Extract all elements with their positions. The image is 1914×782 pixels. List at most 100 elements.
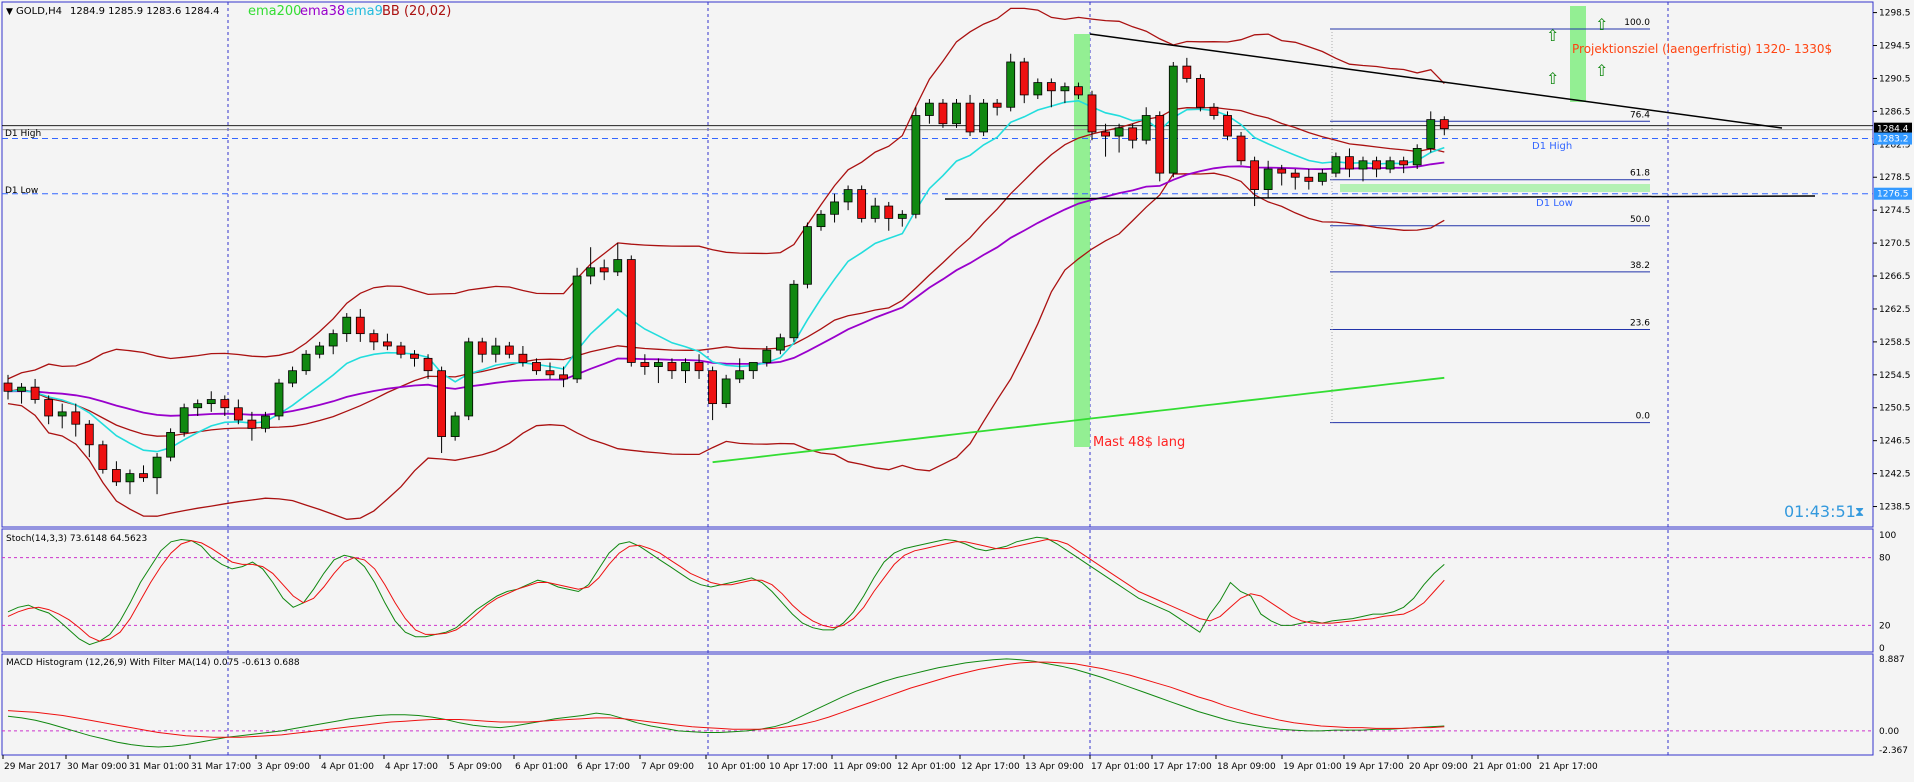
price-tick-label: 1298.5 xyxy=(1879,9,1911,19)
candle xyxy=(84,420,94,458)
candle xyxy=(220,395,230,416)
candle-body xyxy=(952,102,961,125)
candle xyxy=(464,337,474,421)
chart-ohlc: 1284.9 1285.9 1283.6 1284.4 xyxy=(70,6,220,17)
price-tick-label: 1246.5 xyxy=(1879,437,1911,447)
candle-body xyxy=(84,423,94,446)
d1-high-tag-text: 1283.2 xyxy=(1877,135,1909,145)
candle xyxy=(1263,160,1273,198)
candle xyxy=(843,185,853,211)
candle xyxy=(789,280,799,342)
macd-panel[interactable] xyxy=(1,653,1874,756)
candle xyxy=(775,333,785,355)
candle-body xyxy=(125,473,135,483)
bb-lower-line xyxy=(7,172,1445,520)
stochastic-panel[interactable] xyxy=(1,528,1874,653)
candle-body xyxy=(979,102,988,133)
stochastic-lines xyxy=(2,536,1873,646)
stoch-d-line xyxy=(7,538,1445,642)
macd-title: MACD Histogram (12,26,9) With Filter MA(… xyxy=(6,658,300,668)
candle-body xyxy=(1114,127,1124,137)
macd-signal-line xyxy=(7,661,1445,738)
candle-body xyxy=(938,102,948,125)
candle xyxy=(71,403,81,437)
price-tick-label: 1238.5 xyxy=(1879,503,1911,513)
candles xyxy=(3,53,1449,495)
candle-body xyxy=(1155,115,1165,174)
candle-body xyxy=(965,102,975,133)
candle-body xyxy=(1223,115,1232,137)
candle-body xyxy=(599,267,609,273)
candle-body xyxy=(423,357,433,372)
lower-trendline xyxy=(944,195,1816,200)
time-tick-label: 5 Apr 09:00 xyxy=(449,762,502,772)
projection-annotation: Projektionsziel (laengerfristig) 1320- 1… xyxy=(1572,42,1832,56)
stochastic-axis: 100 80 20 0 xyxy=(1879,531,1896,654)
candle-body xyxy=(532,362,541,372)
candle-body xyxy=(681,362,690,372)
ema200-line xyxy=(712,376,1445,464)
candle xyxy=(112,461,121,486)
candle-body xyxy=(342,316,352,335)
candle xyxy=(721,374,731,408)
main-panel[interactable] xyxy=(1,1,1874,528)
candle xyxy=(233,399,243,425)
candle xyxy=(694,354,704,379)
candle-body xyxy=(437,370,447,437)
candle xyxy=(1331,152,1341,178)
candle xyxy=(1196,74,1205,112)
candle xyxy=(1426,111,1436,153)
candle-body xyxy=(1331,156,1341,174)
time-tick-label: 7 Apr 09:00 xyxy=(641,762,694,772)
candle-body xyxy=(1263,168,1273,190)
fib-label: 100.0 xyxy=(1624,18,1650,28)
candle xyxy=(572,267,582,384)
bb-upper-line xyxy=(7,7,1445,380)
time-tick-label: 6 Apr 17:00 xyxy=(577,762,630,772)
candle xyxy=(952,99,961,128)
candle-body xyxy=(477,341,487,355)
candle xyxy=(803,222,812,289)
bb-middle-line xyxy=(7,106,1445,437)
candle xyxy=(1345,148,1354,178)
candle xyxy=(477,337,487,363)
candle xyxy=(1033,78,1043,100)
candle-body xyxy=(1128,127,1138,141)
candle-body xyxy=(1277,168,1287,174)
candle-body xyxy=(1399,160,1409,166)
candle-body xyxy=(1046,82,1056,92)
time-tick-label: 11 Apr 09:00 xyxy=(833,762,892,772)
candle xyxy=(3,374,13,400)
candle-body xyxy=(410,353,419,359)
time-tick-label: 13 Apr 09:00 xyxy=(1025,762,1084,772)
candle-body xyxy=(247,419,257,429)
candle xyxy=(396,341,406,359)
candle xyxy=(355,308,365,342)
candle xyxy=(992,99,1002,116)
candle-body xyxy=(803,226,812,285)
candle-body xyxy=(1250,160,1259,190)
candle xyxy=(1399,156,1409,174)
candle xyxy=(1277,164,1287,186)
d1-low-label: D1 Low xyxy=(5,186,38,196)
candle-body xyxy=(112,469,121,483)
candle-body xyxy=(288,370,297,384)
candle-body xyxy=(897,213,907,219)
candle-body xyxy=(694,362,704,372)
price-axis[interactable]: 1298.5 1294.5 1290.5 1286.5 1282.5 1278.5 1274… xyxy=(1873,9,1912,513)
fib-label: 76.4 xyxy=(1630,110,1650,120)
candle-body xyxy=(748,362,758,372)
fib-label: 38.2 xyxy=(1630,261,1650,271)
candle-body xyxy=(396,345,406,355)
candle-body xyxy=(775,337,785,351)
projection-arrows: ⇧ ⇧ ⇧ ⇧ xyxy=(1546,15,1608,88)
time-tick-label: 31 Mar 01:00 xyxy=(129,762,189,772)
candle-body xyxy=(57,411,67,417)
time-tick-label: 10 Apr 17:00 xyxy=(769,762,828,772)
candle xyxy=(247,411,257,441)
candle-body xyxy=(369,333,379,343)
candle-body xyxy=(559,374,568,380)
candle xyxy=(1236,131,1246,165)
candle xyxy=(830,193,839,223)
